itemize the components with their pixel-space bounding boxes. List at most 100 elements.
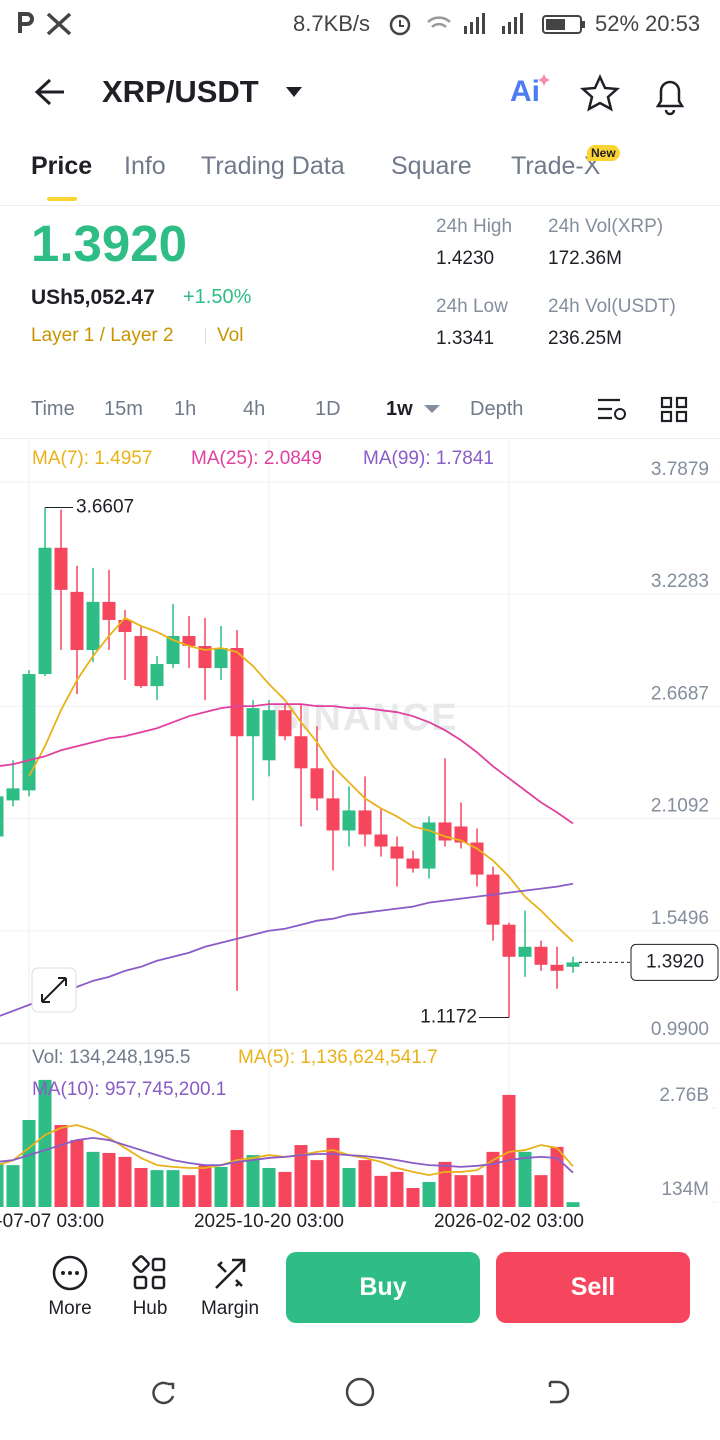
tab[interactable]: Square — [391, 152, 472, 180]
volume-bar — [470, 1175, 484, 1207]
sell-button[interactable]: Sell — [496, 1252, 690, 1323]
candle-body — [262, 710, 276, 761]
candle-body — [70, 591, 84, 651]
legend-entry: MA(5): 1,136,624,541.7 — [238, 1047, 438, 1068]
ai-button[interactable]: Ai — [510, 75, 540, 108]
candle-body — [54, 547, 68, 590]
volume-bar — [326, 1137, 340, 1207]
candle-body — [358, 810, 372, 835]
volume-bar — [422, 1181, 436, 1207]
indicator-settings[interactable] — [598, 398, 620, 420]
pair-title[interactable]: XRP/USDT — [102, 74, 259, 109]
interval-selected[interactable]: 1w — [386, 398, 413, 420]
candle-body — [102, 601, 116, 620]
nav-back[interactable] — [548, 1380, 570, 1404]
legend-entry: MA(25): 2.0849 — [191, 448, 322, 469]
candle-body — [422, 822, 436, 869]
volume-bar — [0, 1162, 4, 1207]
interval[interactable]: Depth — [470, 398, 524, 420]
y-tick-label: 3.7879 — [651, 459, 709, 480]
ma-line — [28, 616, 574, 943]
nav-recent[interactable] — [152, 1381, 175, 1405]
candle-body — [214, 648, 228, 669]
y-tick-label: 2.76B — [659, 1085, 709, 1106]
stat-label: 24h Low — [436, 296, 508, 317]
y-tick-label: 1.5496 — [651, 908, 709, 929]
favorite[interactable] — [579, 73, 621, 112]
volume-bar — [454, 1175, 468, 1207]
candle-body — [230, 648, 244, 737]
interval[interactable]: 4h — [243, 398, 266, 420]
interval[interactable]: Time — [31, 398, 75, 420]
volume-bar — [374, 1175, 388, 1207]
low-label: 1.1172 — [420, 1007, 477, 1028]
candle-body — [86, 601, 100, 651]
volume-bar — [134, 1167, 148, 1207]
volume-bar — [534, 1175, 548, 1207]
volume-bar — [54, 1125, 68, 1207]
tab[interactable]: Price — [31, 152, 93, 180]
volume-bar — [518, 1151, 532, 1207]
clock: 20:53 — [645, 11, 701, 36]
back[interactable] — [34, 78, 64, 106]
y-tick-label: 2.6687 — [651, 683, 709, 704]
candle-body — [406, 858, 420, 869]
candle-body — [22, 674, 36, 791]
volume-bar — [38, 1079, 52, 1207]
tab-indicator — [47, 197, 77, 201]
candle-body — [454, 826, 468, 843]
volume-bar — [406, 1188, 420, 1207]
y-tick-label: 0.9900 — [651, 1019, 709, 1040]
candle-body — [134, 635, 148, 687]
candle-body — [150, 664, 164, 687]
volume-bar — [278, 1171, 292, 1207]
interval[interactable]: 1D — [315, 398, 341, 420]
volume-bar — [342, 1167, 356, 1207]
chart: 2025-07-07 03:00 2025-10-20 03:00 2026-02-… — [0, 438, 720, 1232]
nav-home[interactable] — [345, 1377, 375, 1407]
interval[interactable]: 15m — [104, 398, 143, 420]
alerts[interactable] — [655, 80, 685, 116]
volume-bar — [566, 1202, 580, 1207]
y-tick-label: 2.1092 — [651, 796, 709, 817]
bottom-item[interactable]: More — [48, 1298, 92, 1319]
volume-bar — [358, 1160, 372, 1207]
volume-bar — [150, 1170, 164, 1207]
stat-value: 236.25M — [548, 328, 622, 349]
candle-body — [486, 874, 500, 925]
layout[interactable] — [660, 396, 688, 423]
candle-body — [6, 788, 20, 801]
divider — [0, 205, 720, 206]
pair-dropdown[interactable] — [286, 87, 302, 97]
candle-body — [502, 924, 516, 957]
new-badge: New — [587, 145, 620, 161]
volume-bar — [438, 1161, 452, 1207]
candle-body — [198, 646, 212, 669]
nav-bar — [152, 1377, 570, 1407]
last-price-tag — [630, 943, 719, 981]
y-tick-label: 134M — [661, 1179, 709, 1200]
tab[interactable]: Trading Data — [201, 152, 345, 180]
volume-bar — [230, 1130, 244, 1207]
interval[interactable]: 1h — [174, 398, 197, 420]
candle-body — [390, 846, 404, 859]
candle-body — [38, 547, 52, 675]
tag[interactable]: Layer 1 / Layer 2 — [31, 325, 174, 346]
candle-body — [182, 635, 196, 647]
ma-line — [0, 882, 574, 1017]
status-icons — [18, 12, 585, 36]
battery: 52% — [595, 11, 640, 36]
buy-button[interactable]: Buy — [286, 1252, 480, 1323]
stat-value: 1.3341 — [436, 328, 495, 349]
volume-bar — [118, 1156, 132, 1207]
candle-body — [374, 834, 388, 847]
x-tick-label: 2025-10-20 03:00 — [194, 1211, 344, 1232]
tab[interactable]: Info — [124, 152, 166, 180]
bottom-item[interactable]: Margin — [200, 1298, 260, 1319]
bottom-item[interactable]: Hub — [132, 1298, 168, 1319]
tag[interactable]: Vol — [217, 325, 244, 346]
volume-bar — [486, 1151, 500, 1207]
candle-body — [294, 736, 308, 769]
high-label: 3.6607 — [76, 497, 134, 518]
tab[interactable]: Trade-X — [511, 152, 601, 180]
